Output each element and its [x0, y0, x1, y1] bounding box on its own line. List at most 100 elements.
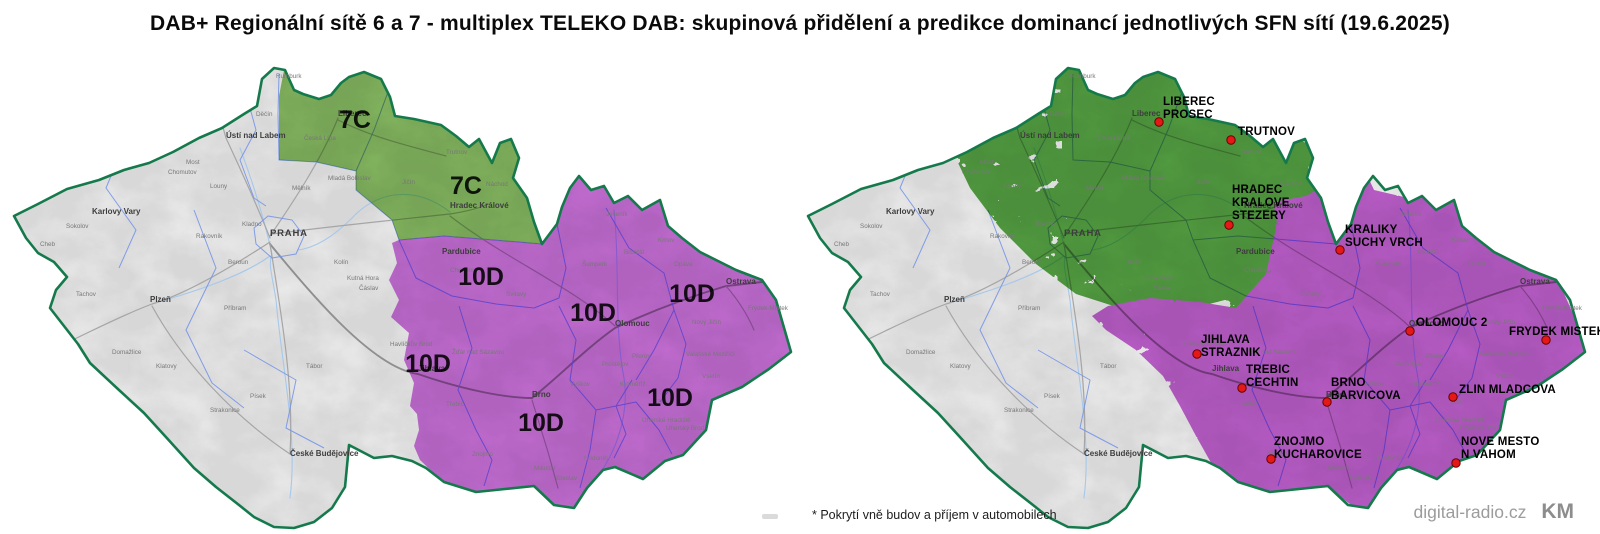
- city-label: Nový Jičín: [692, 319, 722, 326]
- city-label: Chrudim: [1244, 267, 1268, 274]
- city-label: Mikulov: [534, 465, 556, 472]
- coverage-10d-core: [1144, 162, 1585, 515]
- city-label: Opava: [1468, 261, 1487, 268]
- transmitter-label: N VAHOM: [1461, 449, 1516, 461]
- region-10d: [389, 172, 791, 509]
- city-label: Valašské Meziříčí: [686, 351, 735, 358]
- transmitter-label: KRALIKY: [1345, 224, 1398, 236]
- city-label: Brno: [532, 390, 551, 399]
- watermark-site: digital-radio.cz: [1413, 502, 1527, 522]
- city-label: Vyškov: [1364, 381, 1385, 388]
- city-label: Ostrava: [1520, 277, 1550, 286]
- city-label: Hradec Králové: [450, 201, 509, 210]
- city-label: Děčín: [1050, 111, 1067, 118]
- city-label: Náchod: [486, 181, 508, 188]
- transmitter: OLOMOUC 2: [1405, 317, 1487, 336]
- transmitter-dot: [1154, 117, 1164, 127]
- city-label: PRAHA: [1064, 228, 1102, 239]
- city-label: Náchod: [1280, 181, 1302, 188]
- city-label: Svitavy: [506, 291, 527, 298]
- map-right-coverage: PRAHA Karlovy Vary Plzeň Ústí nad Labem Libe…: [806, 66, 1600, 532]
- city-label: Písek: [1044, 393, 1061, 400]
- city-label: Jeseník: [606, 211, 629, 218]
- network-block-label: 10D: [669, 280, 715, 308]
- city-label: Cheb: [40, 241, 56, 248]
- transmitter-dot: [1266, 454, 1276, 464]
- city-label: České Budějovice: [290, 449, 359, 458]
- city-label: Uherské Hradiště: [642, 417, 691, 424]
- city-label: Česká Lípa: [1098, 133, 1130, 142]
- city-label: Příbram: [224, 305, 246, 312]
- transmitter-label: TRUTNOV: [1238, 126, 1295, 138]
- city-label: Mělník: [1086, 185, 1105, 192]
- city-label: Vsetín: [1496, 373, 1514, 380]
- city-label: Chomutov: [168, 169, 198, 176]
- city-label: Příbram: [1018, 305, 1040, 312]
- city-label: Třebíč: [1240, 401, 1258, 408]
- city-label: Děčín: [256, 111, 273, 118]
- city-label: Mělník: [292, 185, 311, 192]
- city-label: Domažlice: [112, 349, 142, 356]
- transmitter-dot: [1541, 335, 1551, 345]
- city-label: Uherský Brod: [666, 425, 705, 432]
- city-label: Břeclav: [556, 475, 578, 482]
- city-label: Cheb: [834, 241, 850, 248]
- transmitter-label: HRADEC: [1232, 184, 1282, 196]
- transmitter-dot: [1224, 220, 1234, 230]
- network-block-label: 10D: [570, 299, 616, 327]
- transmitter-dot: [1322, 397, 1332, 407]
- transmitter-dot: [1451, 458, 1461, 468]
- city-label: Frýdek-Místek: [748, 305, 789, 312]
- city-label: Žďár nad Sázavou: [1246, 347, 1298, 356]
- city-label: Uherské Hradiště: [1436, 417, 1485, 424]
- transmitter-dot: [1405, 326, 1415, 336]
- network-block-label: 10D: [405, 350, 451, 378]
- city-label: Jičín: [402, 179, 415, 186]
- city-label: Brno: [1326, 390, 1345, 399]
- transmitter-label: SUCHY VRCH: [1345, 237, 1423, 249]
- transmitter-label: KUCHAROVICE: [1274, 449, 1362, 461]
- city-label: Kutná Hora: [1141, 275, 1173, 282]
- network-block-label: 7C: [450, 172, 482, 200]
- city-label: Pardubice: [442, 247, 481, 256]
- city-layer-right: PRAHA Karlovy Vary Plzeň Ústí nad Labem Libe…: [834, 73, 1583, 482]
- city-label: Mladá Boleslav: [328, 175, 372, 182]
- city-label: Znojmo: [1266, 451, 1287, 458]
- city-label: Kladno: [242, 221, 262, 228]
- city-label: Klatovy: [950, 363, 972, 370]
- footnote: * Pokrytí vně budov a příjem v automobil…: [812, 508, 1057, 522]
- city-label: Ústí nad Labem: [1020, 131, 1080, 140]
- city-label: Žďár nad Sázavou: [452, 347, 504, 356]
- city-label: Hodonín: [584, 455, 608, 462]
- transmitter-dot: [1448, 392, 1458, 402]
- city-label: Písek: [250, 393, 267, 400]
- transmitter: ZLIN MLADCOVA: [1448, 384, 1556, 402]
- city-label: Klatovy: [156, 363, 178, 370]
- city-label: Kladno: [1036, 221, 1056, 228]
- city-label: Vsetín: [702, 373, 720, 380]
- city-label: Strakonice: [1004, 407, 1034, 414]
- city-label: Šumperk: [582, 259, 608, 268]
- city-label: Ústí nad Labem: [226, 131, 286, 140]
- city-label: Tábor: [306, 363, 322, 370]
- city-label: Rumburk: [276, 73, 302, 80]
- city-label: Domažlice: [906, 349, 936, 356]
- city-label: Hradec Králové: [1244, 201, 1303, 210]
- city-label: Hodonín: [1378, 455, 1402, 462]
- city-label: Opava: [674, 261, 693, 268]
- city-label: Bruntál: [624, 249, 644, 256]
- transmitter-label: ZNOJMO: [1274, 436, 1324, 448]
- city-label: České Budějovice: [1084, 449, 1153, 458]
- city-label: Čáslav: [1153, 283, 1173, 292]
- city-label: Prostějov: [602, 361, 629, 368]
- network-label-layer: 7C 7C 10D 10D 10D 10D 10D 10D: [339, 106, 715, 437]
- city-label: Bruntál: [1418, 249, 1438, 256]
- city-label: Chomutov: [962, 169, 992, 176]
- city-label: Prostějov: [1396, 361, 1423, 368]
- city-label: Pardubice: [1236, 247, 1275, 256]
